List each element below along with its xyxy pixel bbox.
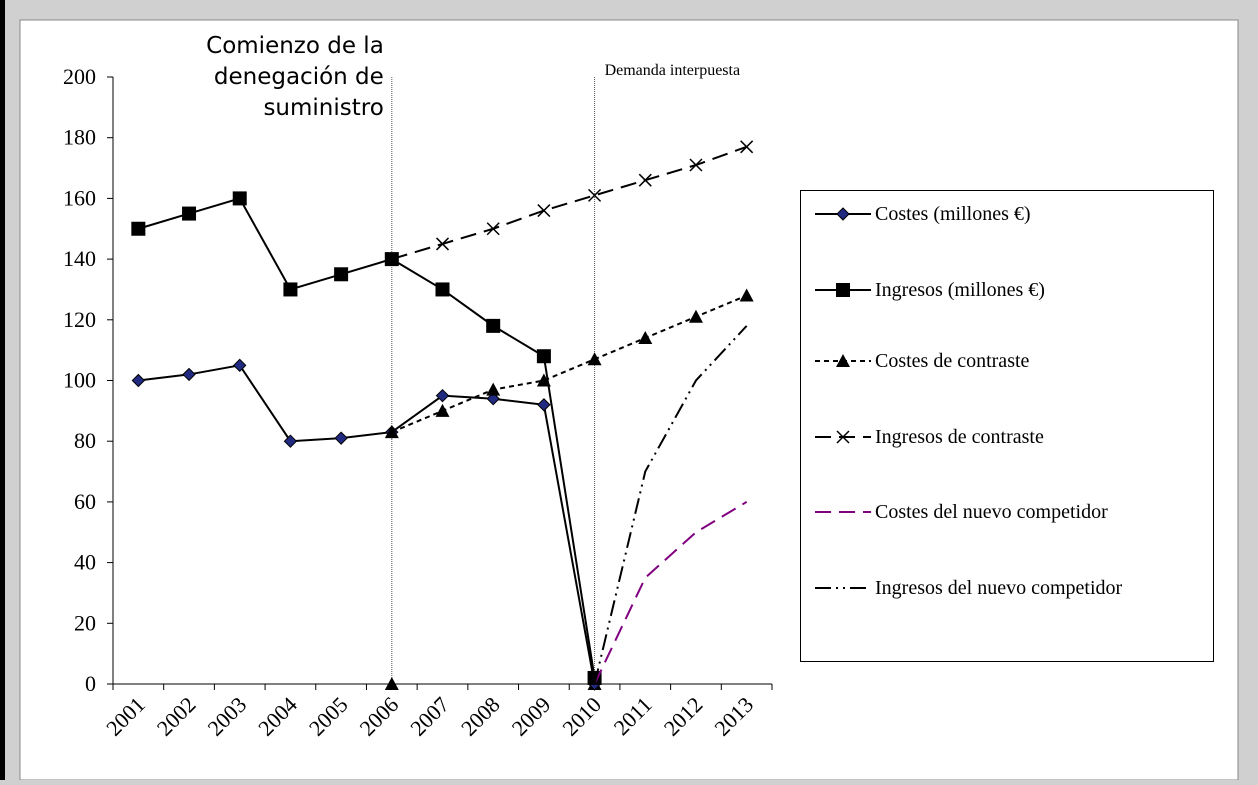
marker — [385, 252, 399, 266]
legend-label: Ingresos (millones €) — [875, 279, 1045, 301]
marker — [689, 158, 703, 172]
legend-entry: Costes de contraste — [813, 348, 1210, 375]
marker — [486, 222, 500, 236]
series-line — [391, 145, 747, 261]
marker — [537, 204, 551, 218]
legend-entry: Ingresos de contraste — [813, 424, 1210, 451]
y-tick-label: 60 — [74, 489, 96, 514]
marker — [486, 318, 501, 333]
legend-swatch — [815, 207, 871, 221]
y-tick-label: 160 — [63, 185, 96, 210]
legend-swatch — [815, 511, 871, 513]
marker — [283, 434, 298, 448]
annotation: Demanda interpuesta — [605, 62, 741, 79]
marker — [182, 206, 197, 221]
marker — [232, 191, 247, 206]
marker — [836, 354, 850, 367]
marker — [836, 430, 850, 444]
marker — [537, 398, 551, 412]
y-tick-label: 120 — [63, 307, 96, 332]
legend-label: Ingresos de contraste — [875, 426, 1044, 448]
marker — [334, 267, 349, 282]
marker — [536, 373, 551, 387]
marker — [836, 283, 850, 297]
marker — [435, 388, 450, 403]
marker — [740, 140, 754, 154]
marker — [283, 282, 298, 297]
left-border — [0, 0, 5, 780]
marker — [536, 349, 551, 364]
marker — [688, 309, 703, 323]
y-tick-label: 80 — [74, 428, 96, 453]
y-tick-label: 0 — [85, 671, 96, 696]
y-tick-label: 140 — [63, 246, 96, 271]
series-line — [391, 294, 748, 434]
marker — [334, 431, 348, 445]
marker — [131, 221, 146, 236]
series-line — [138, 364, 596, 685]
annotation: suministro — [263, 95, 383, 121]
legend-swatch — [815, 354, 871, 367]
y-tick-label: 200 — [63, 64, 96, 89]
legend-label: Ingresos del nuevo competidor — [875, 577, 1123, 599]
marker — [384, 425, 399, 439]
marker — [233, 358, 247, 373]
legend-label: Costes (millones €) — [875, 203, 1031, 225]
marker — [739, 288, 754, 302]
marker — [486, 382, 501, 396]
marker — [836, 207, 850, 221]
legend-swatch — [815, 430, 871, 444]
annotation: denegación de — [214, 64, 384, 90]
series-line — [138, 197, 596, 679]
legend-entry: Costes del nuevo competidor — [813, 499, 1210, 526]
marker — [588, 188, 602, 202]
marker — [131, 373, 146, 388]
marker — [182, 367, 196, 382]
y-tick-label: 100 — [63, 368, 96, 393]
legend-entry: Costes (millones €) — [813, 201, 1210, 228]
marker — [435, 282, 450, 297]
legend-swatch — [815, 283, 871, 297]
legend-entry: Ingresos del nuevo competidor — [813, 575, 1210, 602]
legend: Costes (millones €) Ingresos (millones €)… — [800, 190, 1214, 662]
legend-swatch — [815, 587, 871, 589]
legend-label: Costes de contraste — [875, 350, 1030, 372]
marker — [587, 352, 602, 366]
series-line — [593, 501, 748, 685]
event-marker — [384, 677, 399, 690]
legend-entry: Ingresos (millones €) — [813, 277, 1210, 304]
annotation: Comienzo de la — [206, 33, 384, 59]
y-tick-label: 180 — [63, 125, 96, 150]
marker — [435, 237, 450, 251]
marker — [638, 173, 652, 187]
marker — [638, 331, 653, 345]
y-tick-label: 20 — [74, 610, 96, 635]
y-tick-label: 40 — [74, 550, 96, 575]
marker — [486, 392, 500, 406]
series-line — [593, 325, 748, 685]
legend-label: Costes del nuevo competidor — [875, 501, 1108, 523]
marker — [435, 403, 450, 417]
